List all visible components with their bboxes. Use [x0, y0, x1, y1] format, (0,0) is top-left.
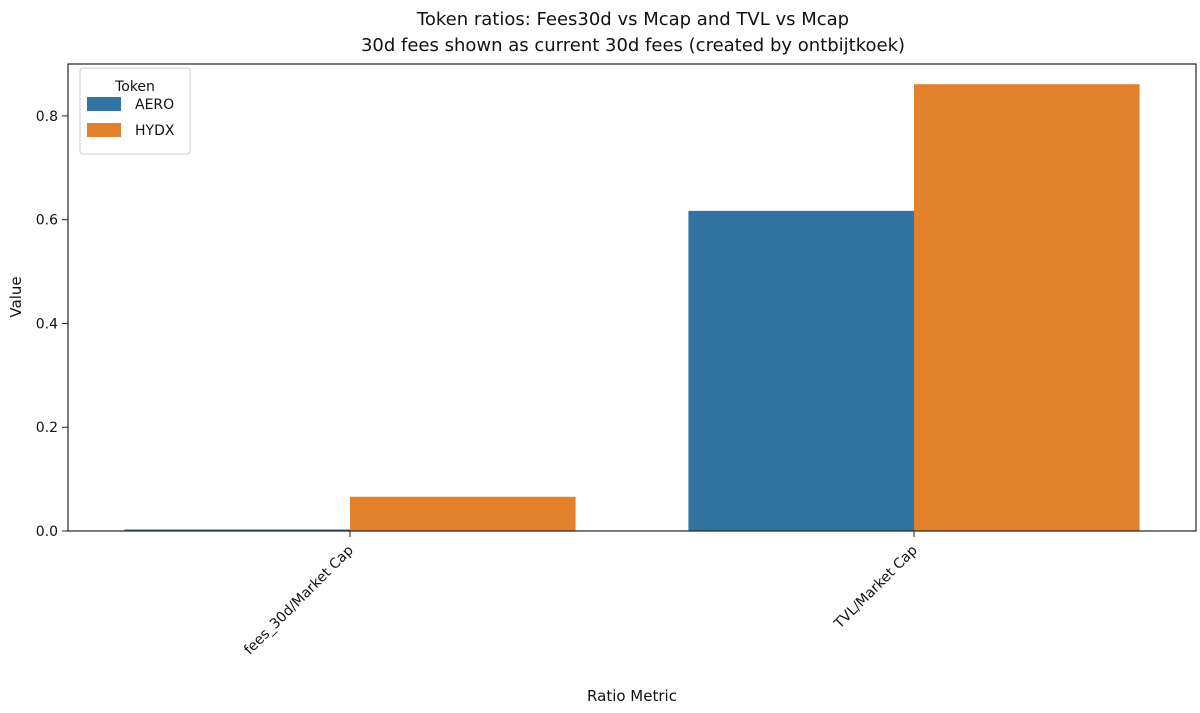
legend-swatch-hydx	[87, 123, 121, 137]
legend-items: AERO HYDX	[87, 97, 175, 139]
bar-hydx-1	[350, 496, 576, 531]
chart-title: Token ratios: Fees30d vs Mcap and TVL vs…	[416, 9, 849, 30]
y-tick-label: 0.0	[36, 524, 58, 540]
y-axis-ticks: 0.0 0.2 0.4 0.6 0.8	[36, 109, 68, 540]
y-tick-label: 0.2	[36, 420, 58, 436]
legend-swatch-aero	[87, 97, 121, 111]
y-tick-label: 0.4	[36, 316, 58, 332]
y-tick-label: 0.8	[36, 109, 58, 125]
x-tick-label: TVL/Market Cap	[831, 542, 921, 632]
bar-aero-2	[688, 210, 914, 531]
y-tick-label: 0.6	[36, 213, 58, 229]
x-axis-label: Ratio Metric	[587, 687, 677, 705]
legend-label-aero: AERO	[135, 97, 174, 113]
x-axis-ticks: fees_30d/Market Cap TVL/Market Cap	[241, 531, 921, 658]
x-tick-label: fees_30d/Market Cap	[241, 542, 357, 658]
legend: Token AERO HYDX	[79, 67, 191, 155]
legend-label-hydx: HYDX	[135, 123, 175, 139]
bar-hydx-2	[914, 84, 1140, 531]
plot-frame	[67, 63, 1197, 532]
chart-subtitle: 30d fees shown as current 30d fees (crea…	[361, 35, 905, 56]
y-axis-label: Value	[7, 276, 25, 317]
legend-title: Token	[114, 79, 155, 95]
bar-aero-1	[124, 529, 351, 531]
bars-group	[124, 84, 1140, 531]
